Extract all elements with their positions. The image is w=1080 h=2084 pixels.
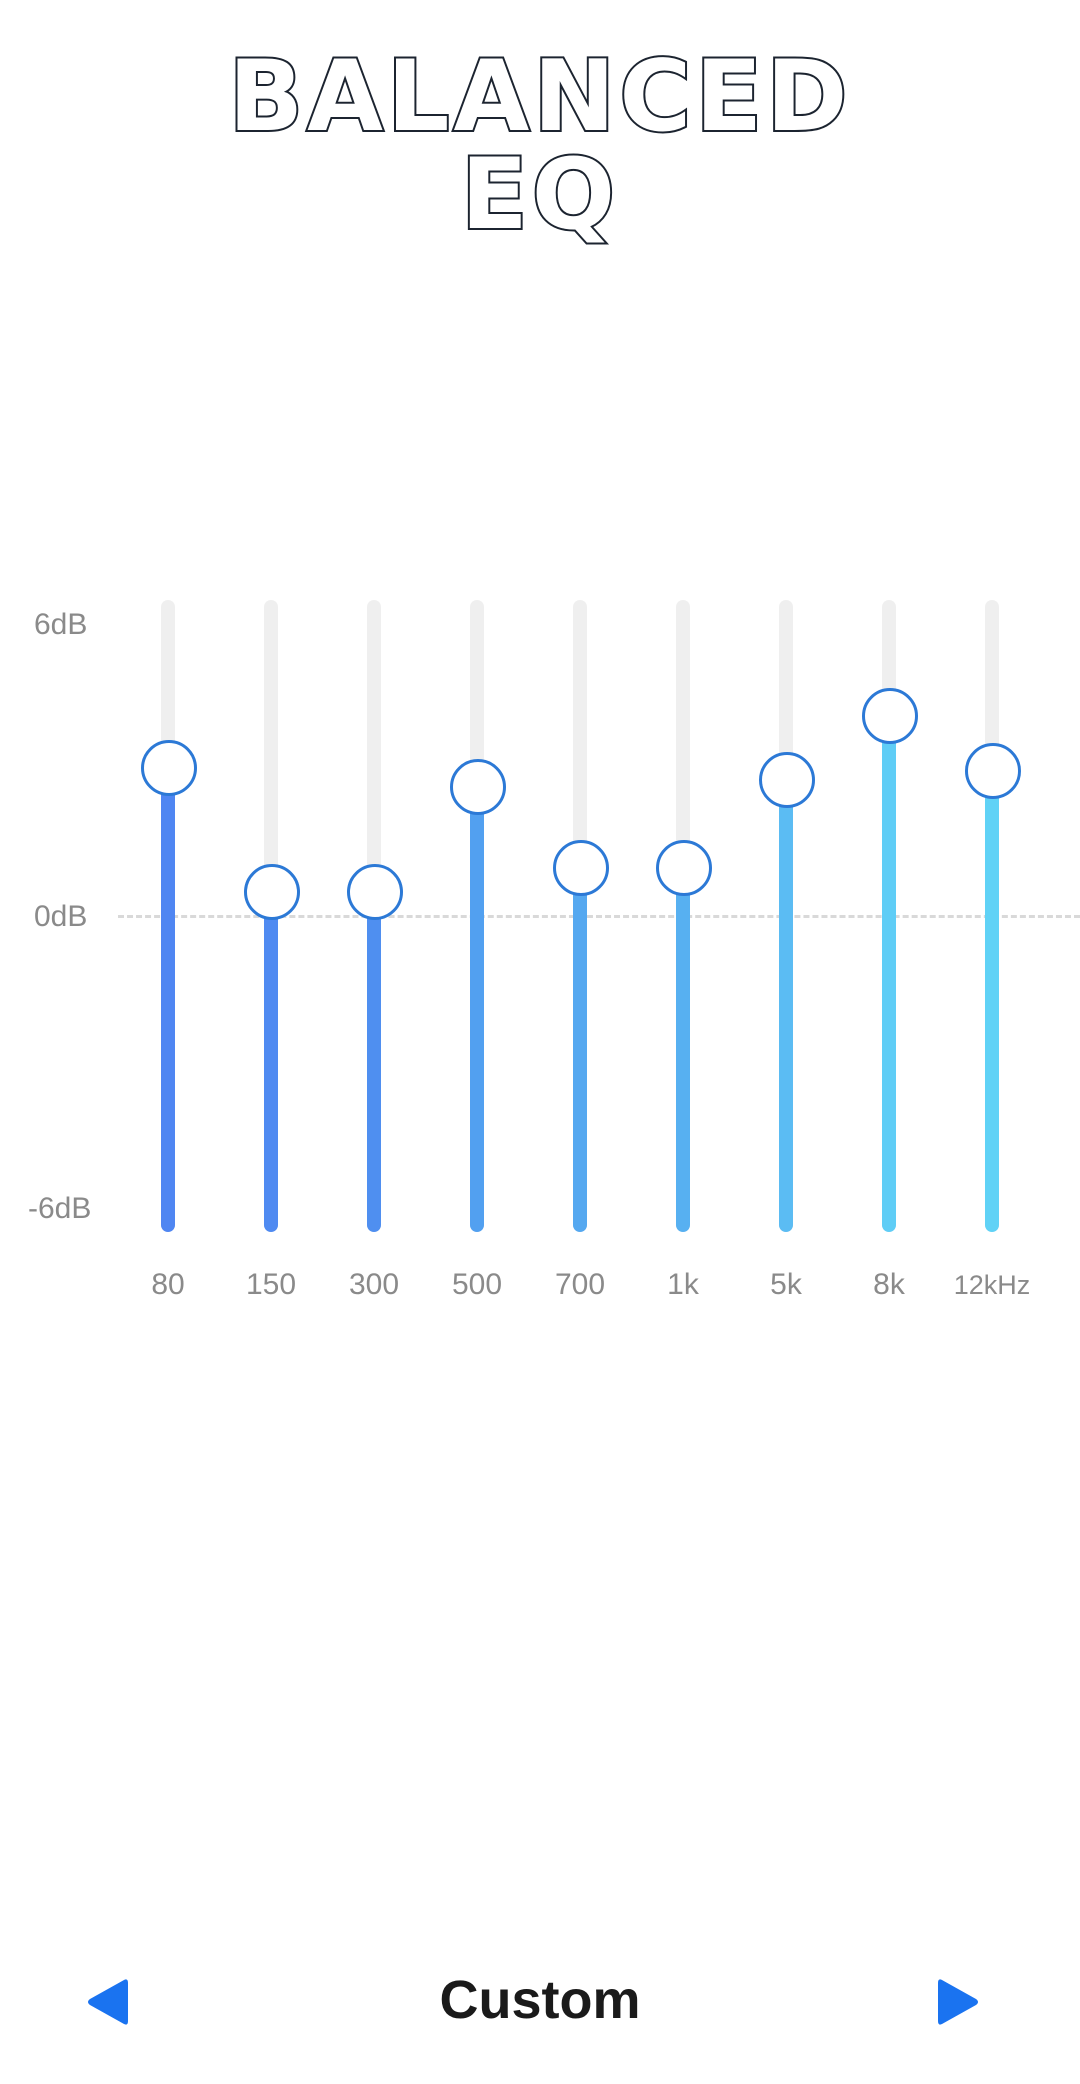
- zero-db-line: [118, 915, 1080, 918]
- slider-track[interactable]: [161, 600, 175, 1232]
- slider-track[interactable]: [573, 600, 587, 1232]
- previous-preset-button[interactable]: [80, 1972, 136, 2032]
- slider-fill: [573, 867, 587, 1232]
- preset-bar: Custom: [0, 1960, 1080, 2050]
- eq-band-12khz[interactable]: [965, 600, 1021, 1232]
- slider-track[interactable]: [779, 600, 793, 1232]
- slider-fill: [779, 779, 793, 1232]
- slider-fill: [470, 786, 484, 1232]
- title-line-2: EQ: [459, 138, 620, 252]
- frequency-label: 80: [151, 1268, 185, 1301]
- triangle-right-icon: [938, 1979, 978, 2025]
- eq-band-80[interactable]: [141, 600, 197, 1232]
- eq-band-5k[interactable]: [759, 600, 815, 1232]
- frequency-label: 12kHz: [953, 1270, 1031, 1300]
- slider-knob[interactable]: [347, 864, 403, 921]
- slider-knob[interactable]: [965, 742, 1021, 799]
- slider-knob[interactable]: [450, 759, 506, 816]
- slider-knob[interactable]: [244, 864, 300, 921]
- frequency-label: 150: [245, 1268, 297, 1301]
- eq-band-150[interactable]: [244, 600, 300, 1232]
- slider-track[interactable]: [470, 600, 484, 1232]
- eq-band-500[interactable]: [450, 600, 506, 1232]
- triangle-left-icon: [88, 1979, 128, 2025]
- slider-track[interactable]: [985, 600, 999, 1232]
- slider-fill: [264, 891, 278, 1232]
- slider-fill: [985, 769, 999, 1232]
- frequency-label: 5k: [770, 1268, 802, 1301]
- slider-fill: [882, 714, 896, 1232]
- equalizer-panel: 6dB 0dB -6dB 80 150 300 500 700 1k 5k 8k 12kHz: [0, 560, 1080, 1320]
- eq-band-8k[interactable]: [862, 600, 918, 1232]
- slider-fill: [676, 867, 690, 1232]
- next-preset-button[interactable]: [930, 1972, 986, 2032]
- frequency-label: 1k: [667, 1268, 699, 1301]
- slider-knob[interactable]: [141, 740, 197, 797]
- slider-knob[interactable]: [862, 687, 918, 744]
- frequency-label: 700: [554, 1268, 606, 1301]
- eq-band-700[interactable]: [553, 600, 609, 1232]
- slider-fill: [161, 767, 175, 1232]
- scale-zero-label: 0dB: [34, 900, 88, 933]
- slider-knob[interactable]: [656, 840, 712, 897]
- slider-knob[interactable]: [759, 752, 815, 809]
- title-line-1: BALANCED: [226, 40, 852, 154]
- slider-fill: [367, 891, 381, 1232]
- slider-knob[interactable]: [553, 840, 609, 897]
- preset-name: Custom: [439, 1970, 641, 2030]
- slider-track[interactable]: [882, 600, 896, 1232]
- frequency-label: 500: [451, 1268, 503, 1301]
- frequency-label: 300: [348, 1268, 400, 1301]
- frequency-label: 8k: [873, 1268, 905, 1301]
- scale-min-label: -6dB: [28, 1192, 92, 1225]
- slider-track[interactable]: [676, 600, 690, 1232]
- scale-max-label: 6dB: [34, 608, 88, 641]
- page-title: BALANCED EQ: [0, 40, 1080, 252]
- eq-band-300[interactable]: [347, 600, 403, 1232]
- eq-band-1k[interactable]: [656, 600, 712, 1232]
